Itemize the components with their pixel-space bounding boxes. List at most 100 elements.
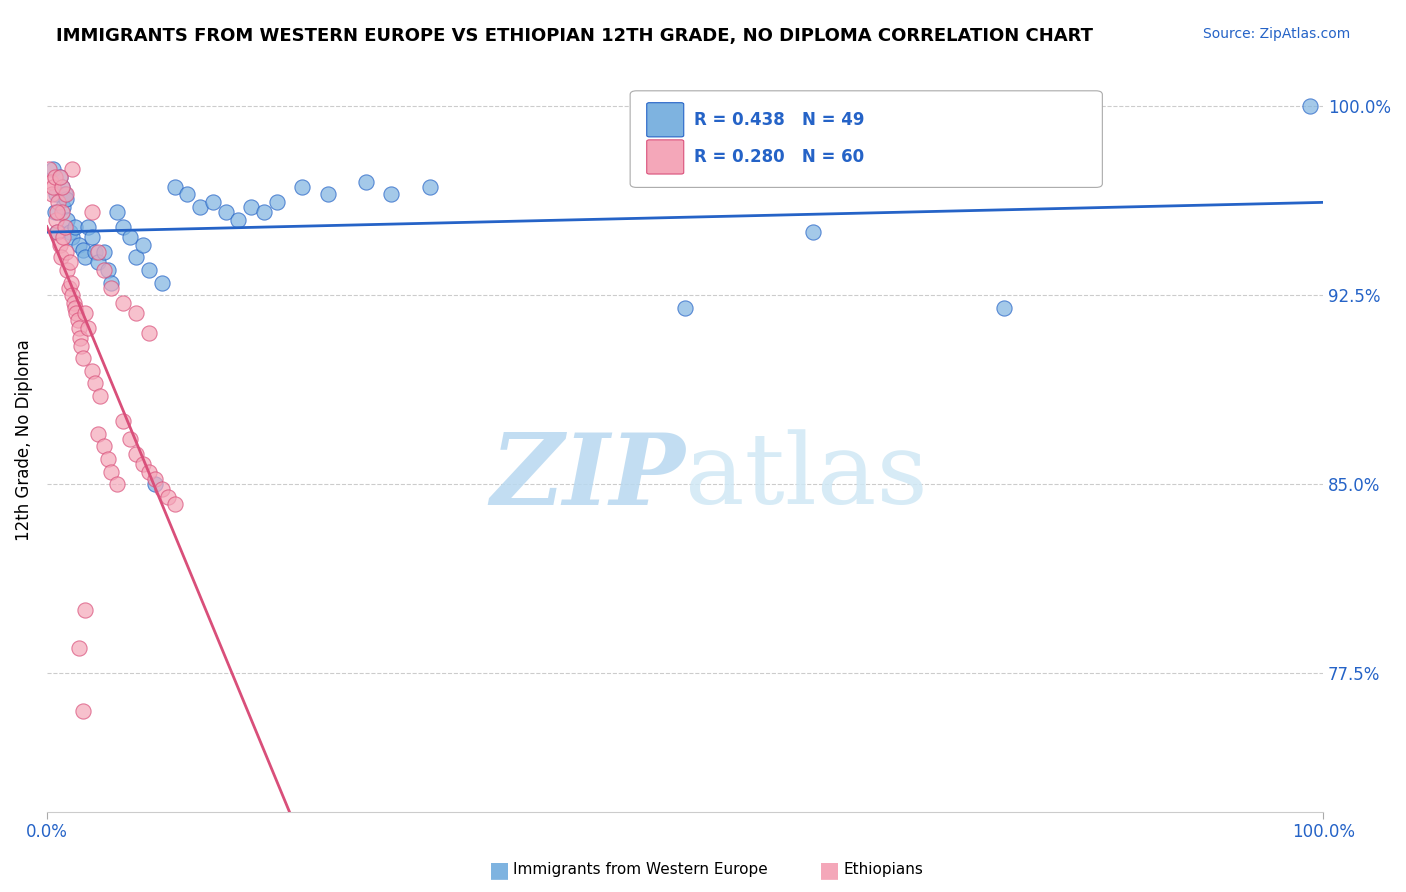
Text: Source: ZipAtlas.com: Source: ZipAtlas.com (1202, 27, 1350, 41)
Point (49, 251, 72, 265)
Text: IMMIGRANTS FROM WESTERN EUROPE VS ETHIOPIAN 12TH GRADE, NO DIPLOMA CORRELATION C: IMMIGRANTS FROM WESTERN EUROPE VS ETHIOP… (56, 27, 1094, 45)
Point (380, 187, 402, 202)
Point (291, 180, 314, 194)
Point (163, 497, 186, 511)
Point (48, 169, 70, 184)
Point (46, 205, 69, 219)
Point (46, 225, 69, 239)
FancyBboxPatch shape (647, 103, 683, 136)
Point (62, 288, 84, 302)
Point (42, 162, 65, 177)
Text: atlas: atlas (685, 429, 928, 525)
Point (93, 439, 115, 453)
Point (65, 306, 87, 320)
Text: R = 0.280   N = 60: R = 0.280 N = 60 (695, 148, 865, 166)
Point (419, 180, 441, 194)
Point (112, 220, 135, 235)
Point (56, 212, 79, 227)
Point (673, 301, 696, 315)
Point (131, 237, 153, 252)
Point (125, 251, 148, 265)
Point (48, 169, 70, 184)
Point (69, 331, 91, 345)
Point (48, 194, 70, 209)
Point (70, 338, 93, 352)
Point (138, 263, 160, 277)
Point (67, 237, 90, 252)
Point (59, 225, 82, 239)
Point (80, 205, 103, 219)
Point (75, 306, 97, 320)
Point (44, 205, 66, 219)
Point (53, 220, 76, 235)
Point (240, 200, 263, 214)
Point (55, 193, 77, 207)
Point (125, 306, 148, 320)
Point (150, 276, 173, 290)
Point (87, 426, 110, 441)
Point (84, 376, 107, 391)
Text: ZIP: ZIP (491, 429, 685, 525)
Point (84, 245, 107, 260)
Point (97, 451, 120, 466)
Point (75, 251, 97, 265)
Point (105, 205, 128, 219)
Point (58, 280, 80, 294)
Point (48, 237, 70, 252)
Point (62, 230, 84, 244)
Point (150, 482, 173, 496)
Point (62, 295, 84, 310)
Point (46, 225, 69, 239)
Point (138, 465, 160, 479)
Point (39, 175, 62, 189)
Point (67, 321, 90, 335)
Point (80, 230, 103, 244)
Point (38, 162, 60, 177)
Point (67, 640, 90, 655)
Point (56, 263, 79, 277)
Point (51, 205, 73, 219)
Point (52, 230, 75, 244)
Point (118, 432, 141, 446)
Point (93, 245, 115, 260)
Point (51, 180, 73, 194)
Point (157, 490, 180, 504)
Point (112, 414, 135, 428)
Point (201, 194, 224, 209)
Point (97, 263, 120, 277)
Point (55, 187, 77, 202)
Point (59, 255, 82, 269)
Text: Immigrants from Western Europe: Immigrants from Western Europe (513, 863, 768, 877)
Point (76, 321, 98, 335)
Point (72, 243, 94, 257)
Point (176, 187, 198, 202)
Point (125, 447, 148, 461)
Point (105, 477, 128, 491)
Point (118, 230, 141, 244)
Point (75, 603, 97, 617)
Point (1299, 99, 1322, 113)
Y-axis label: 12th Grade, No Diploma: 12th Grade, No Diploma (15, 339, 32, 541)
Text: ■: ■ (820, 860, 839, 880)
Point (80, 364, 103, 378)
Point (60, 276, 83, 290)
Point (63, 220, 86, 235)
Point (163, 180, 186, 194)
Text: R = 0.438   N = 49: R = 0.438 N = 49 (695, 111, 865, 128)
Point (316, 187, 339, 202)
Point (228, 212, 250, 227)
Point (801, 225, 824, 239)
Point (62, 162, 84, 177)
Point (100, 276, 122, 290)
Point (76, 220, 98, 235)
Point (72, 704, 94, 718)
Point (45, 212, 67, 227)
Point (188, 200, 211, 214)
Point (100, 280, 122, 294)
Point (354, 175, 377, 189)
Point (52, 200, 75, 214)
Point (253, 205, 276, 219)
Point (66, 313, 89, 327)
Point (266, 194, 288, 209)
Point (100, 465, 122, 479)
